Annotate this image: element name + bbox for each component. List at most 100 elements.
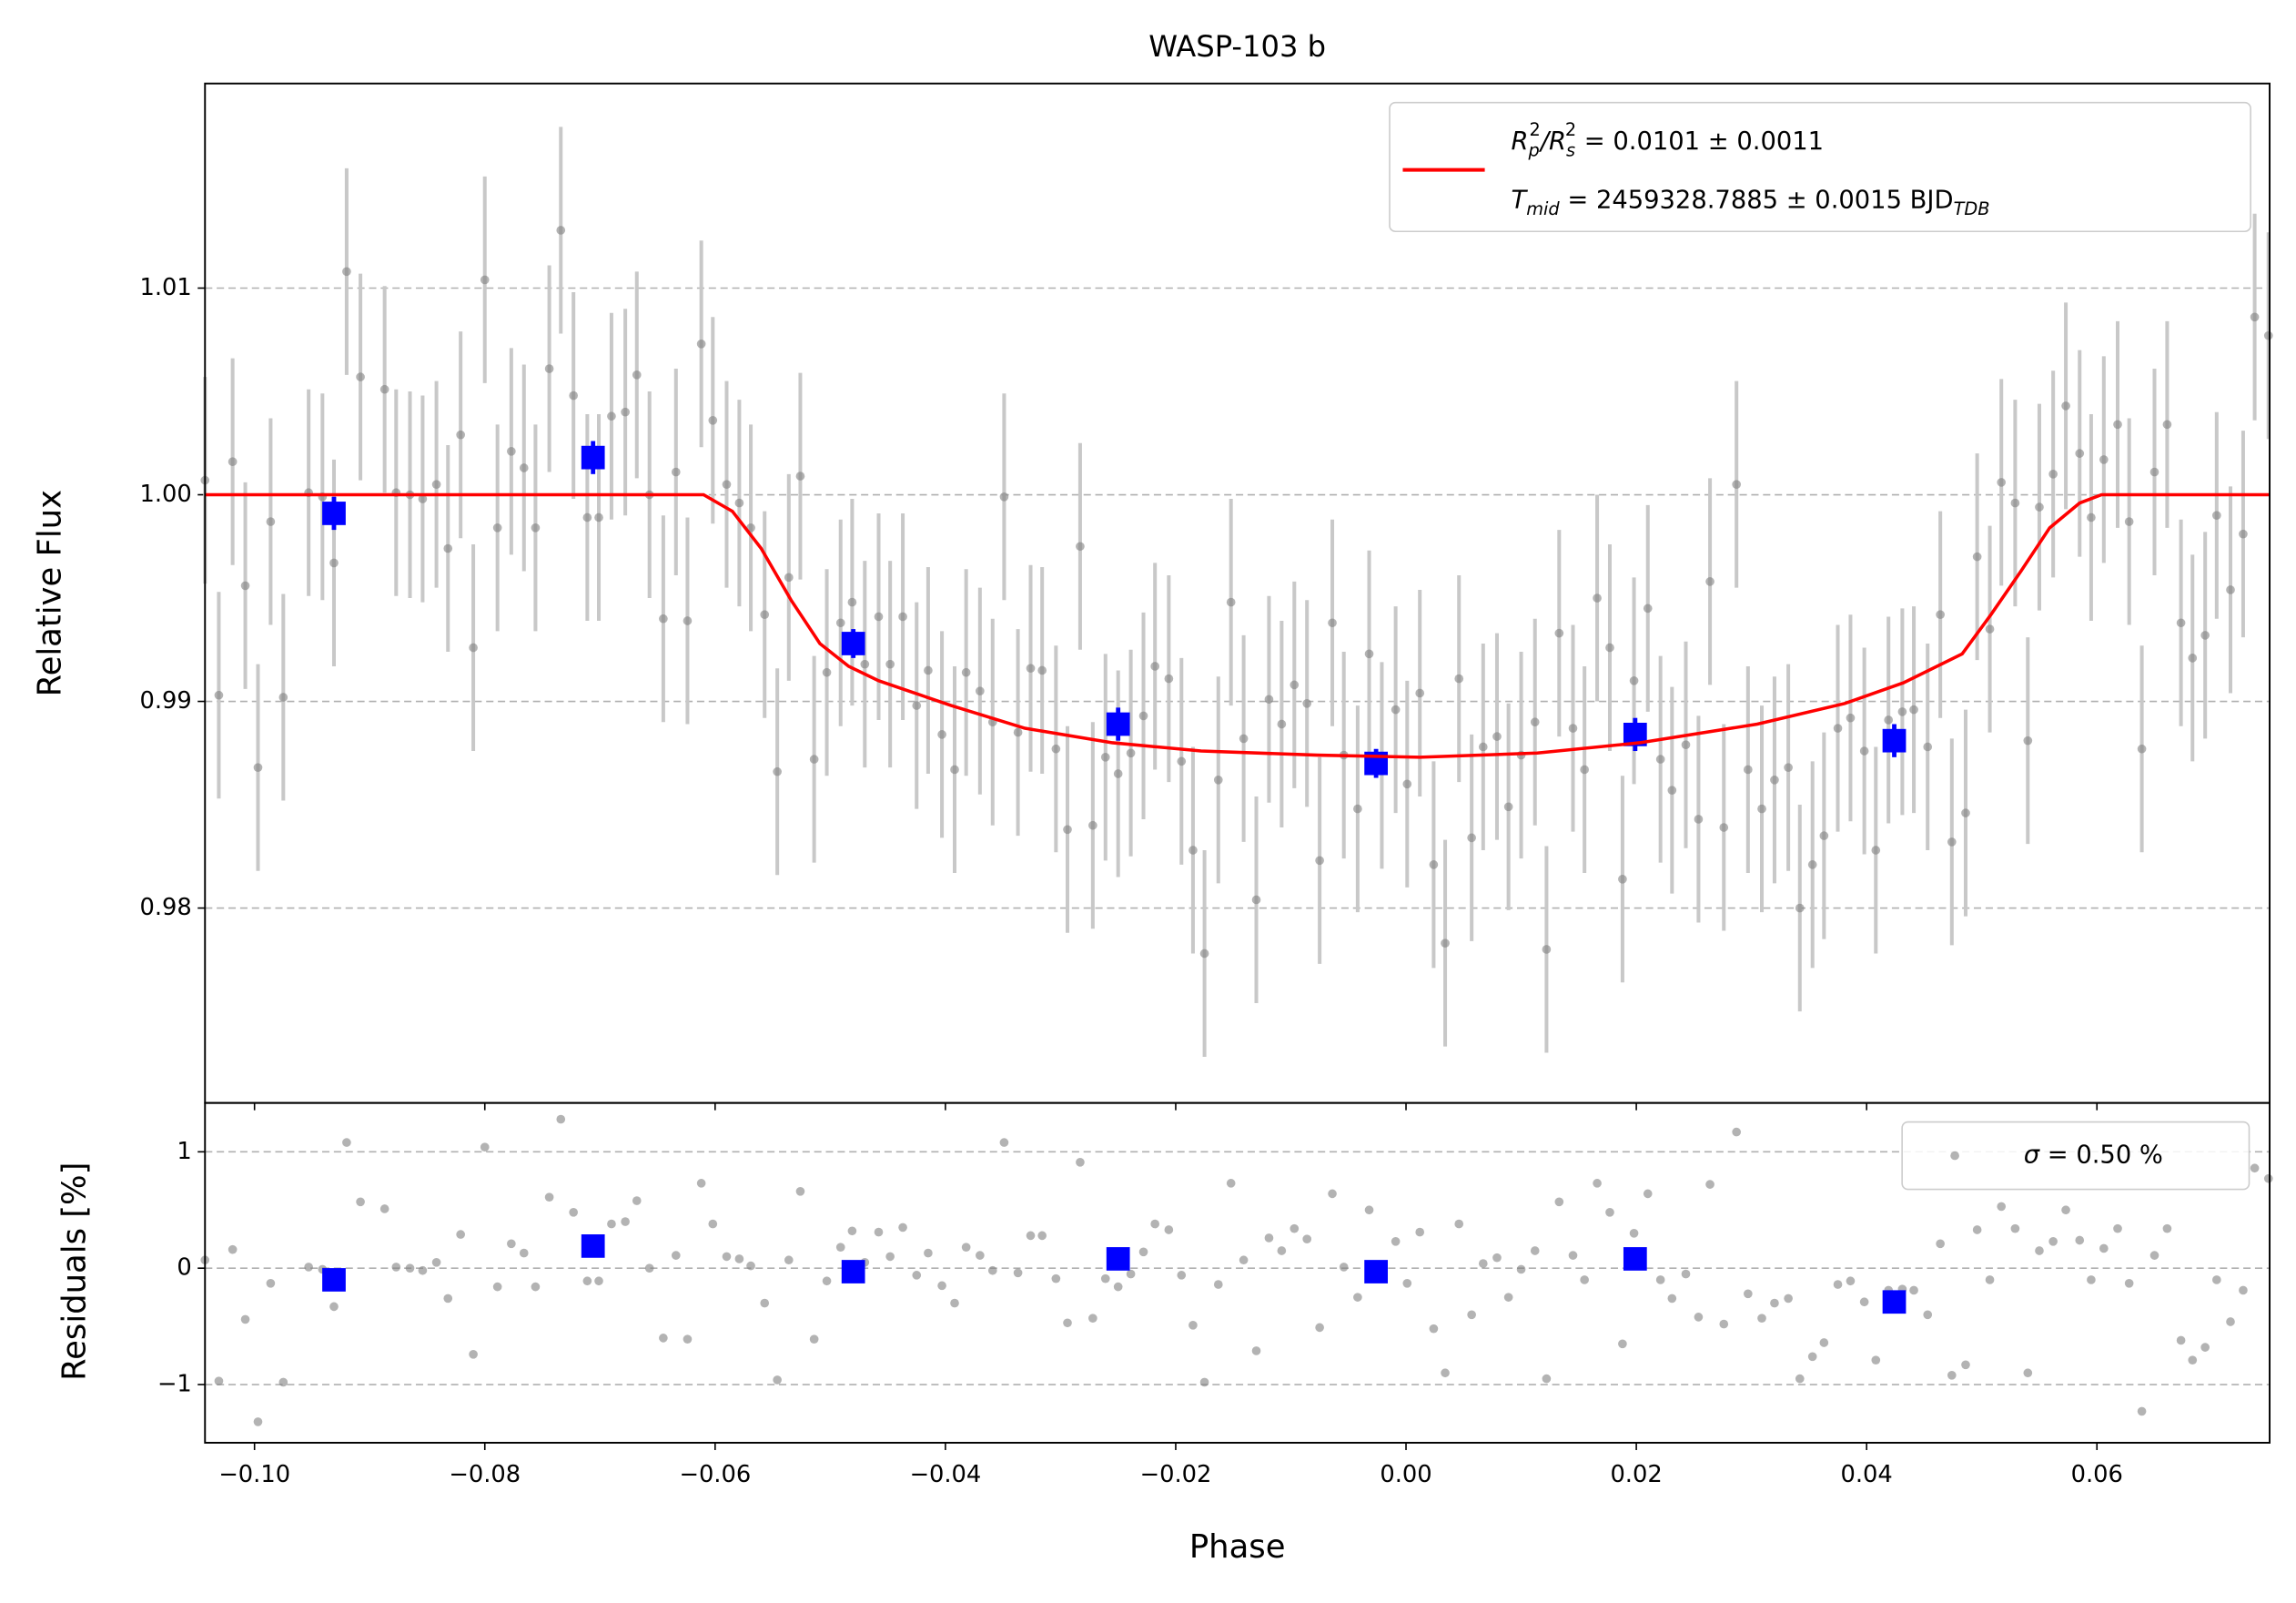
- data-point: [1580, 765, 1589, 775]
- data-point: [253, 1417, 263, 1426]
- data-point: [1063, 825, 1072, 835]
- data-point: [2212, 511, 2221, 521]
- data-point: [1264, 1233, 1274, 1243]
- x-tick-label: −0.04: [909, 1461, 981, 1488]
- axes-frame: [204, 1101, 2271, 1444]
- data-point: [1972, 1225, 1982, 1234]
- data-point: [1026, 1231, 1036, 1241]
- data-point: [632, 370, 642, 380]
- data-point: [456, 430, 466, 440]
- data-point: [1454, 674, 1464, 684]
- data-point: [1454, 1219, 1464, 1229]
- data-point: [2061, 401, 2070, 411]
- data-point: [1339, 1263, 1349, 1272]
- x-tick-label: −0.10: [218, 1461, 290, 1488]
- data-point: [1100, 1273, 1110, 1283]
- data-point: [1667, 1294, 1677, 1304]
- data-point: [443, 543, 453, 553]
- data-point: [2162, 1223, 2172, 1233]
- data-point: [1871, 1355, 1881, 1365]
- data-point: [405, 1263, 415, 1273]
- data-point: [607, 1219, 616, 1229]
- data-point: [1972, 552, 1982, 562]
- data-point: [1936, 1239, 1945, 1249]
- data-point: [1251, 895, 1261, 905]
- data-point: [1277, 1246, 1287, 1255]
- legend-text: 2: [1530, 119, 1541, 140]
- data-point: [304, 1263, 313, 1272]
- data-point: [1478, 1259, 1488, 1268]
- data-point: [2137, 1406, 2147, 1416]
- legend-text: s: [1566, 139, 1575, 160]
- data-point: [835, 618, 845, 628]
- data-point: [1643, 604, 1653, 614]
- data-point: [240, 581, 250, 591]
- data-point: [2075, 1235, 2085, 1245]
- binned-point: [1364, 1260, 1388, 1283]
- data-point: [1833, 1280, 1843, 1289]
- data-point: [1126, 748, 1136, 758]
- data-point: [2200, 631, 2210, 640]
- legend-text: = 0.0101 ± 0.0011: [1576, 127, 1824, 156]
- data-point: [379, 384, 389, 394]
- data-point: [1884, 715, 1894, 725]
- data-point: [1013, 727, 1023, 737]
- data-point: [544, 1192, 554, 1202]
- x-tick-label: −0.08: [449, 1461, 521, 1488]
- data-point: [1997, 1202, 2007, 1212]
- data-point: [1051, 1273, 1061, 1283]
- data-point: [2188, 1355, 2198, 1365]
- data-point: [1441, 938, 1450, 948]
- data-point: [1655, 755, 1665, 764]
- data-point: [1251, 1346, 1261, 1355]
- data-point: [1732, 480, 1742, 489]
- data-point: [556, 1114, 566, 1124]
- y-tick-label: −1: [157, 1371, 192, 1398]
- data-point: [2200, 1343, 2210, 1352]
- data-point: [556, 226, 566, 235]
- data-point: [443, 1294, 453, 1304]
- data-point: [1353, 1293, 1362, 1302]
- data-point: [937, 1281, 946, 1291]
- data-point: [1719, 1319, 1729, 1329]
- data-point: [214, 690, 224, 700]
- data-point: [2010, 1223, 2020, 1233]
- data-point: [1315, 1323, 1324, 1333]
- legend-text: mid: [1526, 198, 1560, 219]
- data-point: [898, 1223, 907, 1233]
- legend-box: [1901, 1121, 2250, 1191]
- data-point: [2250, 312, 2260, 322]
- data-point: [809, 755, 819, 764]
- data-point: [1618, 874, 1627, 884]
- data-point: [1391, 705, 1401, 715]
- data-point: [480, 1142, 490, 1152]
- binned-point: [1623, 1247, 1647, 1271]
- panel: 0.98 0.99 1.00 1.01: [139, 82, 2273, 1111]
- plots: 0.98 0.99 1.00 1.01 −1 0 1 −0.10 −0.08 −0.06 −0.04…: [139, 82, 2273, 1488]
- data-point: [1909, 1285, 1918, 1295]
- data-point: [1618, 1339, 1627, 1349]
- data-point: [2226, 1317, 2235, 1326]
- binned-point: [322, 1268, 346, 1292]
- data-point: [1290, 680, 1300, 690]
- data-point: [1213, 775, 1223, 785]
- data-point: [2010, 498, 2020, 508]
- binned-point: [322, 502, 346, 525]
- legend-text: = 2459328.7885 ± 0.0015 BJD: [1560, 186, 1954, 214]
- data-point: [2188, 654, 2198, 663]
- data-point: [1199, 1377, 1209, 1387]
- data-point: [1784, 1294, 1793, 1304]
- data-point: [912, 701, 922, 710]
- data-point: [356, 1197, 365, 1207]
- data-point: [950, 1298, 959, 1308]
- data-point: [1605, 643, 1614, 653]
- data-point: [1705, 1180, 1714, 1189]
- data-point: [696, 1179, 706, 1188]
- y-tick-label: 1.01: [139, 274, 191, 301]
- legend-label: σ = 0.50 %: [2024, 1141, 2163, 1169]
- data-point: [885, 1252, 895, 1262]
- data-point: [2137, 744, 2147, 754]
- data-point: [683, 616, 693, 625]
- data-point: [1833, 724, 1843, 733]
- data-point: [1364, 649, 1374, 659]
